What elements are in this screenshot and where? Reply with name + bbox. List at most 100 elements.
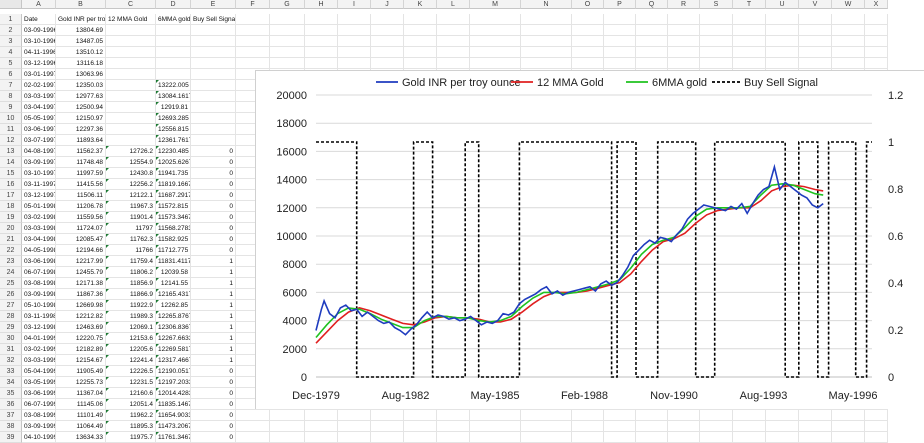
empty-cell[interactable] [371,58,404,69]
cell-date[interactable]: 03-06-1997 [22,124,56,135]
cell-mma6[interactable]: 13084.1617 [156,91,191,102]
column-header-b[interactable]: B [56,0,106,9]
cell-mma12[interactable]: 11797 [106,223,156,234]
row-header[interactable]: 15 [0,168,22,179]
empty-cell[interactable] [604,421,636,432]
cell-gold[interactable]: 11867.36 [56,289,106,300]
header-cell-c[interactable]: 12 MMA Gold [106,14,156,25]
cell-gold[interactable]: 13116.18 [56,58,106,69]
cell-mma6[interactable]: 12039.58 [156,267,191,278]
cell-signal[interactable]: 0 [191,179,236,190]
empty-cell[interactable] [604,36,636,47]
cell-gold[interactable]: 11506.11 [56,190,106,201]
empty-cell[interactable] [668,410,700,421]
cell-signal[interactable]: 1 [191,311,236,322]
cell-mma6[interactable]: 11831.4117 [156,256,191,267]
cell-signal[interactable]: 1 [191,256,236,267]
cell-gold[interactable]: 12350.03 [56,80,106,91]
cell-gold[interactable]: 12171.38 [56,278,106,289]
empty-cell[interactable] [832,36,865,47]
empty-cell[interactable] [700,47,733,58]
cell-mma12[interactable]: 12051.4 [106,399,156,410]
empty-cell[interactable] [521,421,572,432]
cell-signal[interactable] [191,91,236,102]
row-header[interactable]: 17 [0,190,22,201]
cell-date[interactable]: 03-07-1997 [22,135,56,146]
cell-signal[interactable]: 1 [191,289,236,300]
cell-mma6[interactable]: 11835.1467 [156,399,191,410]
empty-cell[interactable] [521,58,572,69]
empty-cell[interactable] [404,432,437,443]
column-header-w[interactable]: W [832,0,865,9]
cell-signal[interactable]: 1 [191,333,236,344]
empty-cell[interactable] [404,58,437,69]
empty-cell[interactable] [865,25,888,36]
empty-cell[interactable] [305,47,338,58]
cell-gold[interactable]: 11905.49 [56,366,106,377]
row-header[interactable]: 5 [0,58,22,69]
cell-mma6[interactable]: 11568.2783 [156,223,191,234]
cell-signal[interactable]: 1 [191,355,236,366]
empty-cell[interactable] [700,410,733,421]
header-cell-a[interactable]: Date [22,14,56,25]
empty-cell[interactable] [733,47,766,58]
cell-gold[interactable]: 12977.63 [56,91,106,102]
empty-cell[interactable] [799,47,832,58]
cell-date[interactable]: 03-09-1996 [22,25,56,36]
column-header-h[interactable]: H [305,0,338,9]
cell-mma12[interactable]: 12122.1 [106,190,156,201]
empty-cell[interactable] [604,14,636,25]
cell-gold[interactable]: 13804.69 [56,25,106,36]
cell-mma12[interactable] [106,25,156,36]
empty-cell[interactable] [305,432,338,443]
cell-date[interactable]: 06-07-1998 [22,267,56,278]
cell-mma6[interactable]: 11473.2067 [156,421,191,432]
cell-mma6[interactable]: 12693.285 [156,113,191,124]
row-header[interactable]: 11 [0,124,22,135]
column-header-q[interactable]: Q [636,0,668,9]
cell-gold[interactable]: 12463.69 [56,322,106,333]
empty-cell[interactable] [437,421,470,432]
cell-signal[interactable]: 0 [191,366,236,377]
column-header-n[interactable]: N [521,0,572,9]
empty-cell[interactable] [305,58,338,69]
cell-mma6[interactable]: 12269.5817 [156,344,191,355]
cell-signal[interactable]: 0 [191,212,236,223]
empty-cell[interactable] [832,47,865,58]
empty-cell[interactable] [636,25,668,36]
empty-cell[interactable] [470,58,521,69]
cell-mma12[interactable]: 11806.2 [106,267,156,278]
cell-date[interactable]: 04-08-1997 [22,146,56,157]
empty-cell[interactable] [572,58,604,69]
column-header-i[interactable]: I [338,0,371,9]
empty-cell[interactable] [270,421,305,432]
empty-cell[interactable] [470,432,521,443]
empty-cell[interactable] [733,421,766,432]
empty-cell[interactable] [404,410,437,421]
select-all-corner[interactable] [0,0,22,9]
row-header[interactable]: 4 [0,47,22,58]
cell-gold[interactable]: 12194.66 [56,245,106,256]
cell-mma6[interactable]: 12230.485 [156,146,191,157]
cell-mma6[interactable]: 12141.55 [156,278,191,289]
cell-date[interactable]: 04-01-1999 [22,333,56,344]
cell-mma12[interactable] [106,47,156,58]
empty-cell[interactable] [236,36,270,47]
cell-gold[interactable]: 12217.99 [56,256,106,267]
row-header[interactable]: 8 [0,91,22,102]
cell-mma12[interactable] [106,69,156,80]
empty-cell[interactable] [604,410,636,421]
column-header-k[interactable]: K [404,0,437,9]
cell-mma12[interactable]: 12231.5 [106,377,156,388]
empty-cell[interactable] [404,25,437,36]
empty-cell[interactable] [799,25,832,36]
cell-signal[interactable]: 0 [191,432,236,443]
empty-cell[interactable] [404,421,437,432]
cell-mma6[interactable]: 12165.4317 [156,289,191,300]
empty-cell[interactable] [470,14,521,25]
cell-mma12[interactable]: 11975.7 [106,432,156,443]
empty-cell[interactable] [572,410,604,421]
cell-mma12[interactable]: 11866.9 [106,289,156,300]
empty-cell[interactable] [865,421,888,432]
cell-mma12[interactable] [106,80,156,91]
